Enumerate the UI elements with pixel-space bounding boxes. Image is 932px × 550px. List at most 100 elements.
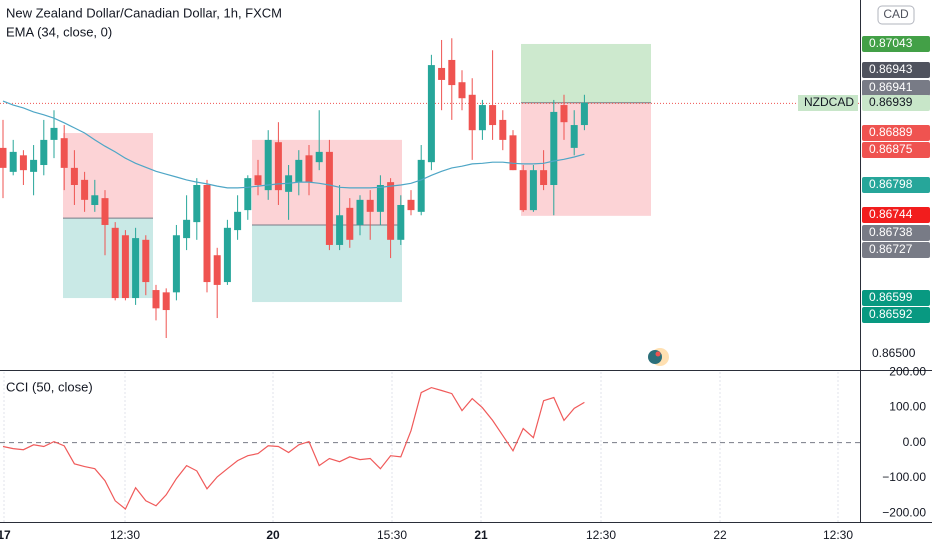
price-label-box — [862, 62, 930, 78]
candle-body — [499, 119, 507, 140]
candle-body — [50, 127, 58, 140]
candle-body — [438, 67, 446, 80]
currency-label-box — [877, 5, 915, 25]
candle-body — [9, 151, 17, 172]
candle-body — [305, 155, 313, 183]
x-tick-label: 12:30 — [586, 528, 616, 542]
candle-body — [570, 125, 578, 148]
candle-body — [387, 182, 395, 240]
candle-body — [315, 151, 323, 163]
ema-line — [2, 100, 585, 189]
y-tick-label: 0.86500 — [872, 346, 916, 360]
price-label: 0.86941 — [869, 80, 913, 94]
y-tick-label: 0.00 — [903, 435, 927, 449]
candle-body — [142, 239, 150, 283]
candle-body — [162, 292, 170, 311]
candle-body — [427, 65, 435, 163]
candle-body — [417, 159, 425, 212]
candle-body — [132, 238, 140, 299]
y-tick-label: 100.00 — [889, 400, 926, 414]
price-label-box — [862, 125, 930, 141]
candle-body — [366, 199, 374, 212]
candle-body — [376, 185, 384, 212]
candle-body — [580, 102, 588, 126]
candle-body — [407, 199, 415, 211]
candle-body — [111, 227, 119, 299]
candle-body — [234, 211, 242, 231]
price-label-box — [862, 177, 930, 193]
price-label: 0.86727 — [869, 242, 913, 256]
candle-body — [193, 185, 201, 223]
price-label-box — [862, 225, 930, 241]
price-label-box — [862, 290, 930, 306]
price-label-box — [862, 80, 930, 96]
candle-body — [60, 138, 68, 168]
candle-body — [458, 82, 466, 99]
candle-body — [213, 255, 221, 285]
x-tick-label: 21 — [474, 528, 488, 542]
icon-dot — [655, 351, 661, 357]
price-label-box — [862, 142, 930, 158]
candle-body — [30, 159, 38, 172]
position-profit-zone — [521, 43, 651, 103]
price-label: 0.86943 — [869, 62, 913, 76]
price-label: 0.86939 — [869, 95, 913, 109]
candle-body — [468, 94, 476, 131]
candle-body — [325, 151, 333, 245]
candle-body — [70, 167, 78, 185]
candle-body — [478, 105, 486, 131]
x-tick-label: 12:30 — [823, 528, 853, 542]
price-label-box — [862, 207, 930, 223]
candle-body — [529, 170, 537, 211]
candle-body — [19, 155, 27, 171]
candle-body — [509, 135, 517, 171]
candle-body — [81, 179, 89, 200]
price-label-box — [862, 95, 930, 111]
candle-body — [40, 139, 48, 166]
candle-body — [91, 195, 99, 205]
plot-layer — [0, 38, 860, 522]
candle-body — [223, 227, 231, 283]
y-tick-label: 200.00 — [889, 364, 926, 378]
candle-body — [336, 215, 344, 245]
price-label: 0.86744 — [869, 207, 913, 221]
candle-body — [550, 111, 558, 185]
x-tick-label: 17 — [0, 528, 11, 542]
candle-body — [101, 198, 109, 225]
price-label: 0.86599 — [869, 290, 913, 304]
ema-legend: EMA (34, close, 0) — [6, 24, 112, 39]
candle-body — [560, 105, 568, 123]
candle-body — [121, 235, 129, 299]
currency-label: CAD — [883, 7, 909, 21]
price-label: 0.86738 — [869, 225, 913, 239]
icon-globe — [648, 350, 662, 364]
y-tick-label: −100.00 — [882, 470, 926, 484]
price-label: 0.86889 — [869, 125, 913, 139]
candle-body — [152, 290, 160, 309]
price-label: 0.86798 — [869, 177, 913, 191]
candle-body — [264, 139, 272, 191]
x-tick-label: 15:30 — [377, 528, 407, 542]
candle-body — [356, 199, 364, 225]
candle-body — [295, 159, 303, 183]
cci-line — [2, 386, 585, 510]
event-icon[interactable] — [648, 348, 669, 366]
price-label: 0.87043 — [869, 36, 913, 50]
candle-body — [519, 170, 527, 211]
candle-body — [540, 170, 548, 185]
y-tick-label: −200.00 — [882, 505, 926, 519]
candle-body — [183, 219, 191, 239]
candle-body — [397, 204, 405, 240]
price-label-box — [862, 242, 930, 258]
candle-body — [172, 235, 180, 293]
candle-body — [254, 175, 262, 185]
candle-body — [0, 147, 7, 168]
candle-body — [244, 178, 252, 211]
price-label-box — [862, 36, 930, 52]
symbol-label-box — [798, 95, 858, 111]
candle-body — [274, 142, 282, 191]
price-label: 0.86875 — [869, 142, 913, 156]
candle-body — [346, 207, 354, 240]
